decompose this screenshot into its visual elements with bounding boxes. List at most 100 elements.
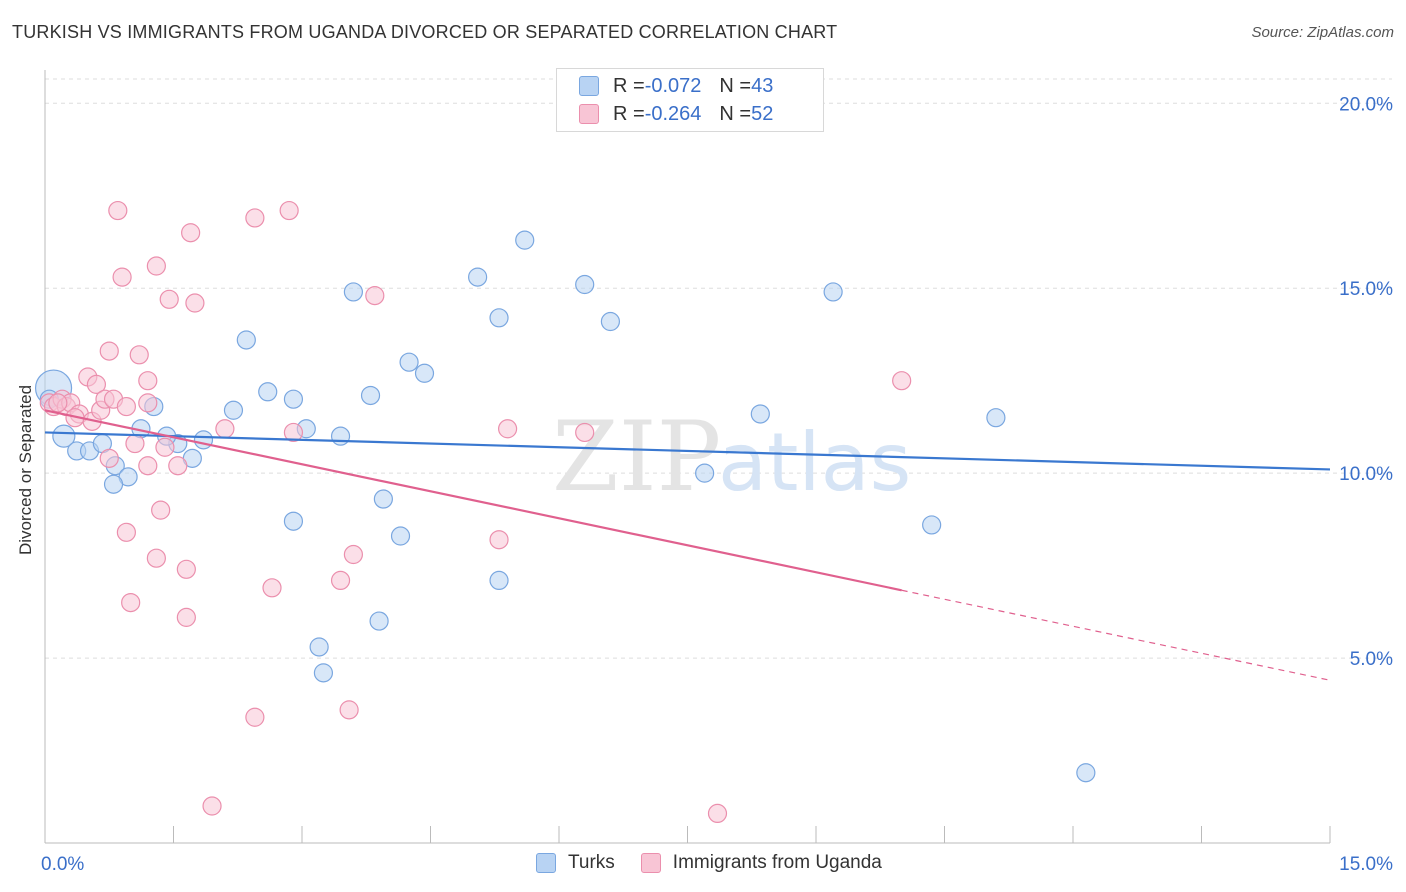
turks-point: [575, 274, 595, 295]
uganda-point: [151, 500, 171, 520]
trend-lines: [44, 409, 1331, 681]
uganda-point: [245, 208, 265, 228]
uganda-point: [215, 419, 235, 439]
uganda-point: [262, 578, 282, 598]
turks-point: [360, 385, 381, 406]
turks-point: [515, 230, 535, 250]
turks-point: [986, 408, 1006, 428]
axes: [44, 70, 1331, 844]
uganda-point: [112, 267, 132, 287]
uganda-point: [202, 796, 222, 816]
watermark: ZIP atlas: [552, 401, 911, 513]
y-tick-label: 10.0%: [1339, 464, 1393, 485]
turks-point: [236, 330, 256, 350]
turks-swatch: [536, 853, 556, 873]
stats-legend: R = -0.072 N = 43 R = -0.264 N = 52: [556, 68, 824, 132]
turks-point: [369, 611, 389, 631]
legend-label-uganda: Immigrants from Uganda: [672, 852, 882, 873]
uganda-point: [125, 433, 145, 454]
x-tick-label: 15.0%: [1339, 854, 1393, 875]
uganda-point: [99, 448, 119, 468]
uganda-point: [575, 422, 595, 443]
legend-item-uganda[interactable]: Immigrants from Uganda: [640, 852, 882, 874]
uganda-point: [365, 286, 385, 306]
n-value: 52: [751, 102, 774, 125]
uganda-point: [343, 544, 363, 565]
turks-trend-line: [44, 431, 1331, 471]
n-label: N =: [719, 102, 752, 125]
uganda-point: [116, 396, 136, 417]
watermark-zip: ZIP: [552, 401, 721, 513]
uganda-point: [892, 371, 912, 391]
tick-labels: 5.0% 10.0% 15.0% 20.0% 0.0% 15.0%: [41, 94, 1393, 875]
r-value: -0.264: [644, 102, 702, 125]
uganda-point: [146, 256, 166, 276]
uganda-point: [86, 374, 107, 394]
n-label: N =: [719, 74, 752, 97]
turks-point: [922, 515, 942, 535]
turks-point: [750, 404, 770, 424]
uganda-point: [168, 456, 188, 476]
r-label: R =: [613, 102, 645, 125]
watermark-atlas: atlas: [718, 416, 911, 509]
uganda-point: [707, 803, 728, 824]
y-tick-label: 20.0%: [1339, 94, 1393, 115]
turks-point: [343, 282, 363, 302]
uganda-point: [489, 530, 509, 550]
turks-point: [399, 352, 419, 372]
uganda-point: [176, 559, 196, 579]
uganda-point: [146, 548, 166, 568]
turks-point: [414, 363, 435, 383]
turks-point: [600, 311, 621, 332]
uganda-point: [116, 522, 136, 542]
turks-point: [193, 430, 214, 450]
y-tick-label: 5.0%: [1350, 649, 1393, 670]
uganda-swatch: [640, 853, 661, 873]
n-value: 43: [751, 74, 774, 97]
uganda-point: [48, 393, 68, 413]
uganda-swatch: [579, 104, 599, 124]
uganda-point: [279, 200, 299, 221]
uganda-point: [330, 570, 351, 591]
uganda-trend-extension: [901, 589, 1331, 681]
r-value: -0.072: [644, 74, 702, 97]
turks-point: [695, 463, 715, 483]
turks-point: [468, 267, 488, 287]
chart-title: TURKISH VS IMMIGRANTS FROM UGANDA DIVORC…: [12, 22, 838, 42]
y-axis-label: Divorced or Separated: [16, 384, 35, 555]
turks-point: [103, 474, 124, 494]
turks-point: [1076, 763, 1096, 783]
turks-point: [223, 400, 244, 420]
turks-point: [283, 511, 304, 531]
uganda-point: [108, 200, 128, 221]
uganda-trend-line: [44, 409, 902, 592]
uganda-point: [176, 607, 196, 627]
uganda-point: [121, 592, 141, 613]
x-tick-label: 0.0%: [41, 854, 84, 875]
turks-point: [330, 426, 351, 446]
uganda-point: [129, 345, 149, 365]
uganda-point: [138, 393, 158, 413]
uganda-point: [339, 700, 359, 720]
data-points: [34, 200, 1096, 824]
series-legend: Turks Immigrants from Uganda: [536, 852, 908, 874]
turks-point: [313, 663, 334, 683]
uganda-point: [138, 371, 158, 391]
legend-label-turks: Turks: [568, 852, 615, 873]
turks-point: [283, 389, 304, 409]
source-label: Source: ZipAtlas.com: [1251, 24, 1394, 41]
legend-item-turks[interactable]: Turks: [536, 852, 615, 874]
turks-point: [258, 382, 278, 402]
turks-point: [52, 424, 76, 448]
legend-row-uganda: R = -0.264 N = 52: [579, 101, 773, 127]
uganda-point: [185, 293, 205, 313]
uganda-point: [283, 422, 304, 443]
gridlines: [45, 78, 1392, 659]
uganda-point: [138, 456, 158, 476]
turks-point: [309, 637, 329, 657]
legend-row-turks: R = -0.072 N = 43: [579, 73, 773, 99]
uganda-point: [181, 223, 201, 243]
turks-swatch: [579, 76, 599, 96]
uganda-point: [159, 289, 179, 309]
